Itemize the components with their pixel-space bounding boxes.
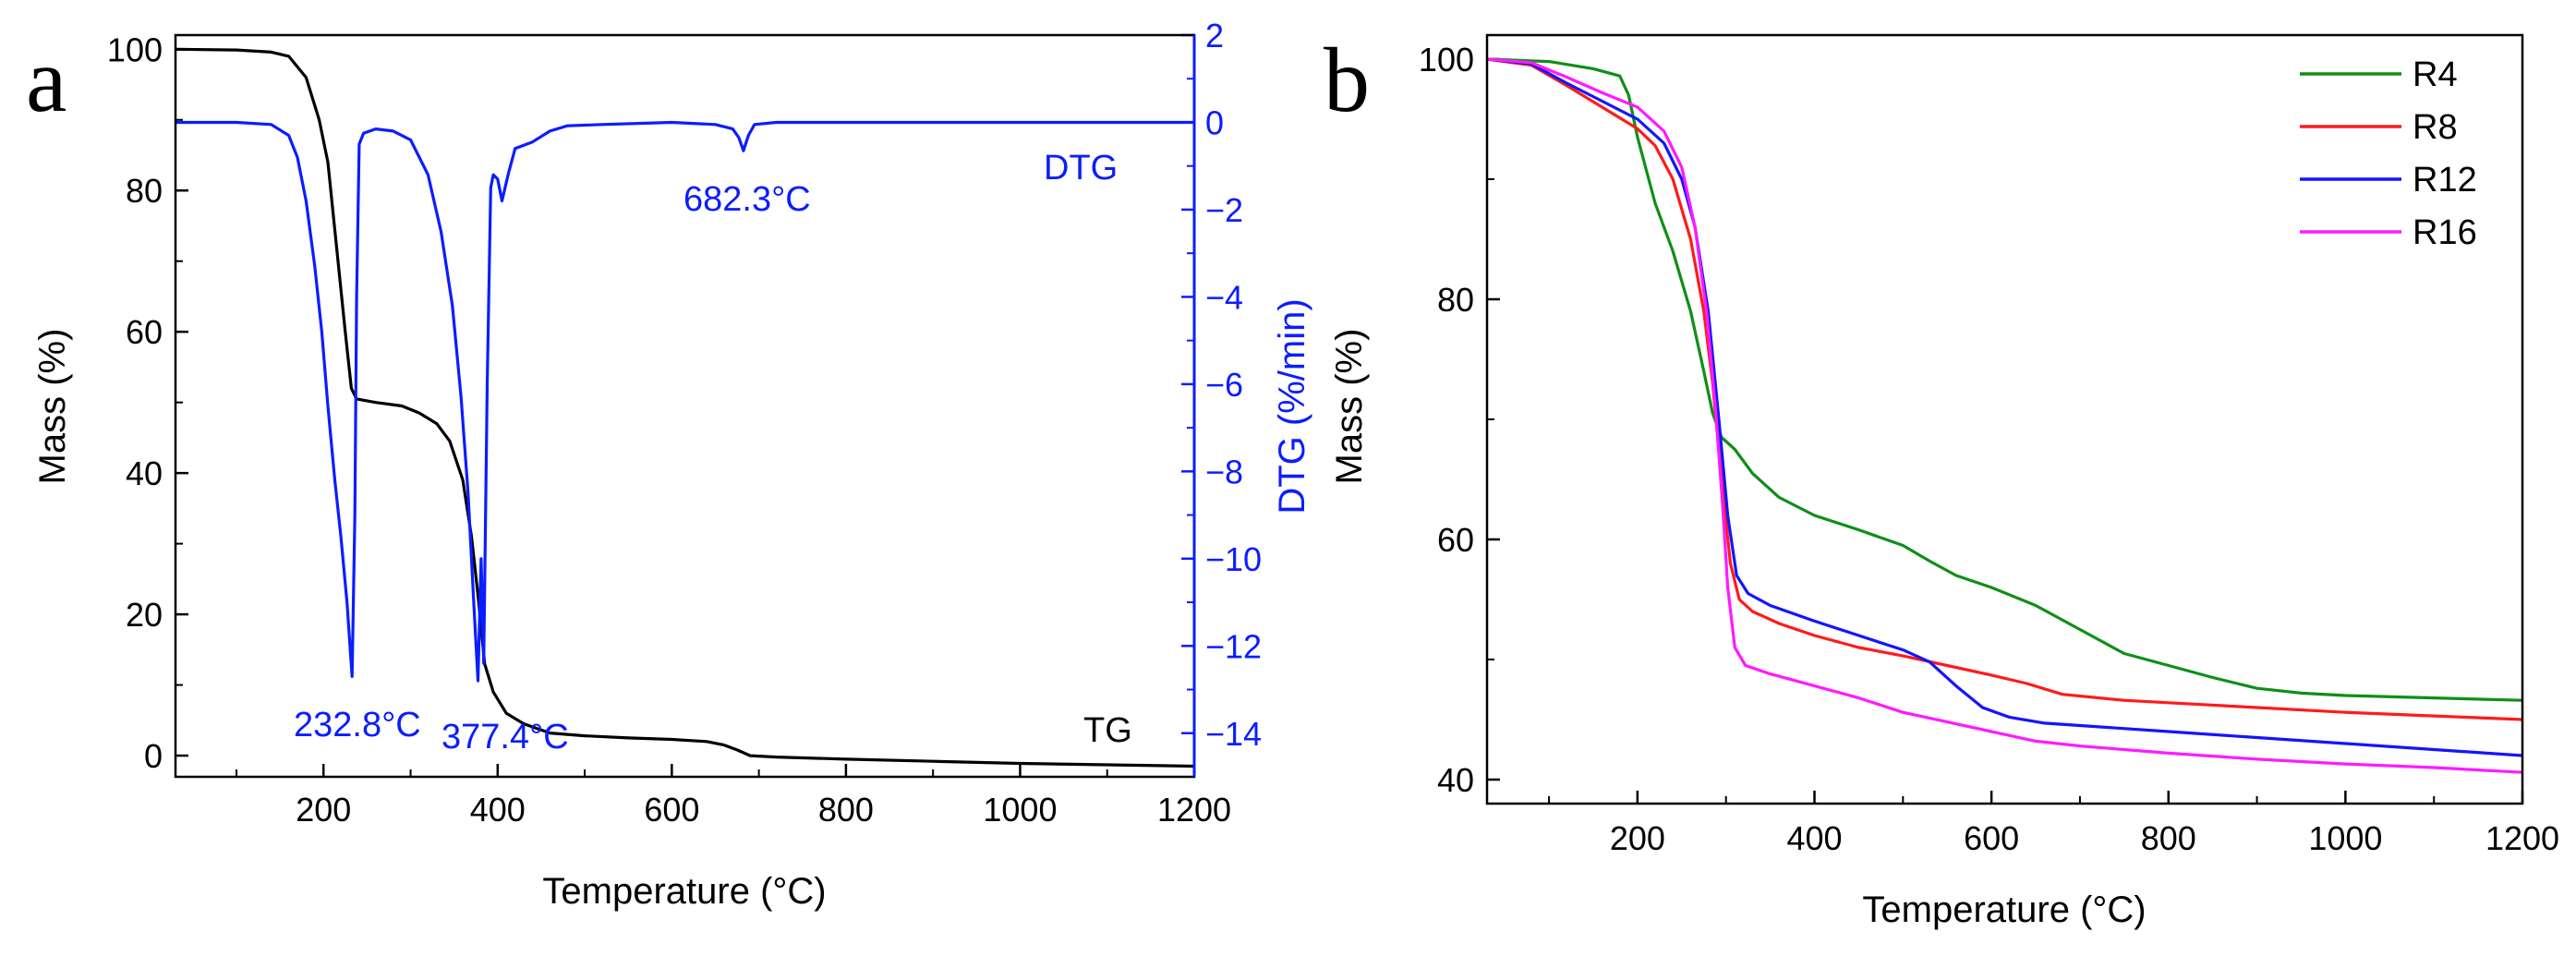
panel-b-legend: R4 R8 R12 R16 — [2300, 55, 2477, 252]
panel-b-x-tick-label: 600 — [1964, 819, 2019, 857]
panel-a-y2-tick-label: −8 — [1205, 453, 1243, 490]
panel-b-letter: b — [1324, 29, 1370, 131]
panel-a-series — [175, 47, 1195, 768]
panel-b-x-tick-label: 800 — [2141, 819, 2196, 857]
legend-label-r16: R16 — [2413, 213, 2477, 252]
panel-b: b 200 400 600 800 1000 1200 40 60 80 100 Temperat… — [1324, 29, 2559, 930]
series-label-dtg: DTG — [1044, 149, 1118, 188]
panel-a-x-tick-label: 1200 — [1157, 791, 1231, 829]
legend-label-r4: R4 — [2413, 55, 2458, 94]
annotation-peak-232: 232.8°C — [294, 706, 421, 744]
panel-a-y-tick-label: 20 — [126, 596, 163, 634]
panel-b-plot-frame — [1485, 33, 2524, 805]
panel-b-y-axis-title: Mass (%) — [1329, 329, 1370, 485]
panel-b-y-tick-label: 100 — [1419, 41, 1474, 79]
panel-a-x-tick-label: 1000 — [983, 791, 1057, 829]
series-line-r16 — [1486, 57, 2523, 774]
series-line-r8 — [1486, 57, 2523, 721]
panel-a-y2-axis-title: DTG (%/min) — [1272, 298, 1312, 514]
panel-a-y2-tick-label: 2 — [1205, 17, 1224, 54]
panel-b-x-tick-label: 1000 — [2308, 819, 2382, 857]
panel-b-ticks — [1487, 57, 2524, 804]
panel-a-y2-tick-label: −2 — [1205, 191, 1243, 229]
series-line-r4 — [1486, 57, 2523, 702]
panel-a-x-tick-label: 200 — [296, 791, 351, 829]
series-label-tg: TG — [1083, 711, 1132, 750]
panel-a-x-axis-title: Temperature (°C) — [542, 871, 826, 912]
panel-b-x-tick-label: 200 — [1610, 819, 1665, 857]
panel-a-y-tick-label: 40 — [126, 454, 163, 492]
panel-a-y2-tick-label: −12 — [1205, 627, 1262, 665]
panel-a-y-tick-label: 60 — [126, 313, 163, 351]
series-line-r12 — [1486, 57, 2523, 757]
panel-a-x-tick-label: 400 — [470, 791, 526, 829]
panel-a-x-tick-label: 600 — [644, 791, 699, 829]
panel-b-y-tick-label: 40 — [1437, 761, 1474, 799]
series-line-tg — [175, 47, 1195, 768]
panel-a-letter: a — [26, 29, 67, 131]
panel-a-y2-tick-label: 0 — [1205, 103, 1224, 141]
panel-a-y-tick-label: 80 — [126, 172, 163, 210]
panel-a-y-axis-title: Mass (%) — [32, 329, 73, 485]
panel-a-y-tick-label: 0 — [144, 737, 163, 775]
panel-b-y-tick-label: 80 — [1437, 281, 1474, 319]
panel-b-x-tick-label: 400 — [1786, 819, 1842, 857]
panel-a-y-tick-label: 100 — [107, 30, 163, 68]
panel-b-series — [1486, 57, 2523, 774]
series-line-dtg — [175, 120, 1194, 683]
legend-label-r12: R12 — [2413, 161, 2477, 200]
panel-b-y-tick-label: 60 — [1437, 521, 1474, 559]
panel-b-x-tick-label: 1200 — [2485, 819, 2559, 857]
panel-b-tick-labels: 200 400 600 800 1000 1200 40 60 80 100 — [1419, 41, 2559, 857]
legend-label-r8: R8 — [2413, 108, 2458, 147]
panel-a-y2-tick-label: −4 — [1205, 278, 1243, 316]
panel-a-y2-tick-label: −6 — [1205, 366, 1243, 404]
panel-a-x-tick-label: 800 — [818, 791, 874, 829]
annotation-peak-682: 682.3°C — [683, 180, 811, 219]
annotation-peak-377: 377.4°C — [441, 718, 569, 756]
panel-b-x-axis-title: Temperature (°C) — [1862, 889, 2146, 930]
panel-a-y2-tick-label: −10 — [1205, 540, 1262, 578]
panel-a-y2-tick-label: −14 — [1205, 715, 1262, 753]
